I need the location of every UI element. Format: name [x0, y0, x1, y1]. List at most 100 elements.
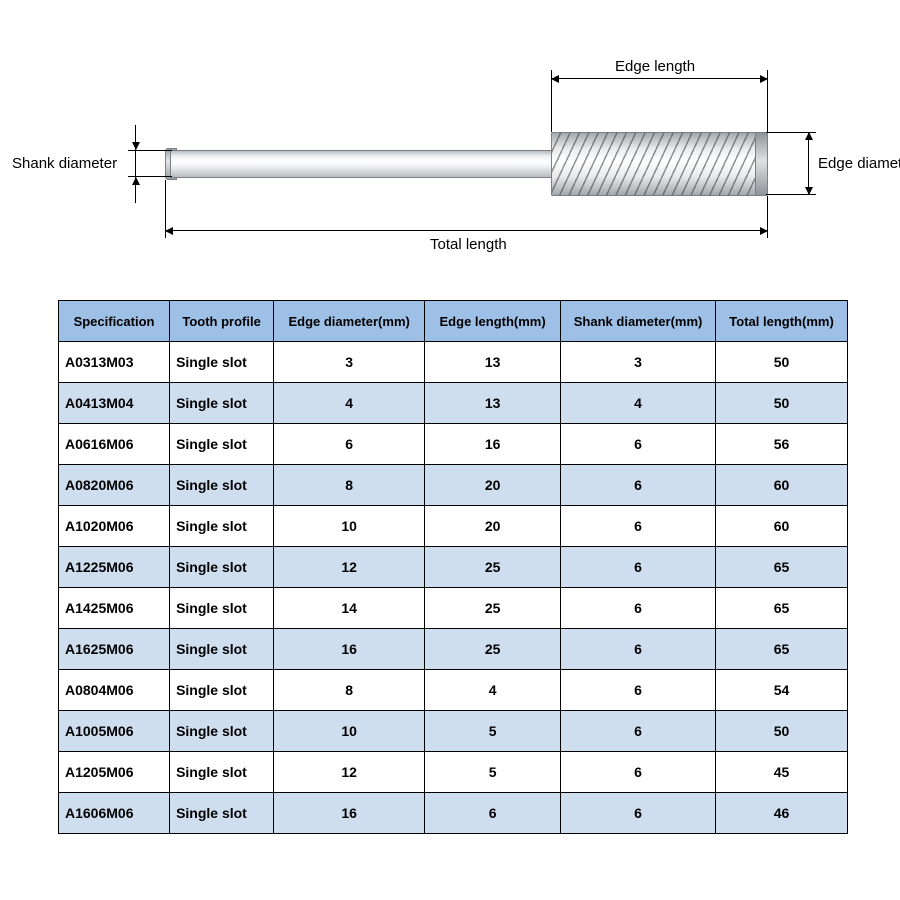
arrow-icon	[805, 132, 813, 140]
table-cell: 5	[425, 711, 561, 752]
table-cell: 16	[425, 424, 561, 465]
table-header-cell: Total length(mm)	[716, 301, 848, 342]
table-cell: 20	[425, 465, 561, 506]
table-cell: A1020M06	[59, 506, 170, 547]
table-cell: Single slot	[170, 465, 274, 506]
table-cell: 3	[274, 342, 425, 383]
table-cell: 12	[274, 547, 425, 588]
table-cell: 65	[716, 588, 848, 629]
table-cell: 4	[425, 670, 561, 711]
table-cell: Single slot	[170, 793, 274, 834]
arrow-icon	[165, 227, 173, 235]
table-cell: 6	[561, 670, 716, 711]
table-cell: 6	[561, 711, 716, 752]
table-cell: 50	[716, 711, 848, 752]
dim-line-edge-length	[551, 78, 768, 79]
dim-line-edge-dia	[808, 132, 809, 195]
table-row: A1425M06Single slot1425665	[59, 588, 848, 629]
table-cell: 25	[425, 547, 561, 588]
table-row: A0413M04Single slot413450	[59, 383, 848, 424]
table-row: A1606M06Single slot166646	[59, 793, 848, 834]
table-row: A0804M06Single slot84654	[59, 670, 848, 711]
table-cell: 8	[274, 670, 425, 711]
table-cell: 25	[425, 588, 561, 629]
shank-body	[170, 150, 552, 178]
table-cell: A0413M04	[59, 383, 170, 424]
arrow-icon	[132, 177, 140, 185]
table-cell: 16	[274, 629, 425, 670]
table-cell: 60	[716, 465, 848, 506]
table-header-cell: Edge length(mm)	[425, 301, 561, 342]
table-cell: Single slot	[170, 383, 274, 424]
table-header-cell: Specification	[59, 301, 170, 342]
table-cell: A0820M06	[59, 465, 170, 506]
table-cell: 25	[425, 629, 561, 670]
table-row: A1225M06Single slot1225665	[59, 547, 848, 588]
cutting-head	[551, 132, 768, 196]
table-header-cell: Tooth profile	[170, 301, 274, 342]
table-cell: A1205M06	[59, 752, 170, 793]
table-cell: 5	[425, 752, 561, 793]
dim-line-shank-dia	[135, 125, 136, 203]
dim-line-total-length	[165, 230, 768, 231]
table-cell: 10	[274, 506, 425, 547]
table-cell: 6	[561, 752, 716, 793]
arrow-icon	[551, 75, 559, 83]
table-header-row: SpecificationTooth profileEdge diameter(…	[59, 301, 848, 342]
label-total-length: Total length	[430, 236, 507, 253]
arrow-icon	[805, 187, 813, 195]
table-cell: Single slot	[170, 588, 274, 629]
table-cell: 6	[561, 629, 716, 670]
table-cell: A1606M06	[59, 793, 170, 834]
table-cell: 6	[561, 588, 716, 629]
table-row: A0616M06Single slot616656	[59, 424, 848, 465]
table-cell: 65	[716, 547, 848, 588]
table-header-cell: Shank diameter(mm)	[561, 301, 716, 342]
table-cell: 3	[561, 342, 716, 383]
table-header-cell: Edge diameter(mm)	[274, 301, 425, 342]
table-cell: 6	[425, 793, 561, 834]
table-cell: 46	[716, 793, 848, 834]
label-shank-diameter: Shank diameter	[12, 155, 117, 172]
table-cell: A0616M06	[59, 424, 170, 465]
table-cell: 54	[716, 670, 848, 711]
table-cell: 6	[561, 424, 716, 465]
table-cell: Single slot	[170, 342, 274, 383]
table-cell: 65	[716, 629, 848, 670]
table-cell: 50	[716, 383, 848, 424]
table-cell: Single slot	[170, 670, 274, 711]
table-row: A1005M06Single slot105650	[59, 711, 848, 752]
table-row: A1020M06Single slot1020660	[59, 506, 848, 547]
table-cell: 14	[274, 588, 425, 629]
table-cell: Single slot	[170, 629, 274, 670]
table-cell: 6	[561, 506, 716, 547]
table-cell: A0804M06	[59, 670, 170, 711]
table-cell: 60	[716, 506, 848, 547]
arrow-icon	[760, 75, 768, 83]
specification-table: SpecificationTooth profileEdge diameter(…	[58, 300, 848, 834]
table-cell: 56	[716, 424, 848, 465]
arrow-icon	[760, 227, 768, 235]
table-cell: 4	[274, 383, 425, 424]
table-cell: Single slot	[170, 752, 274, 793]
table-cell: 12	[274, 752, 425, 793]
table-cell: Single slot	[170, 506, 274, 547]
table-cell: 13	[425, 342, 561, 383]
table-cell: A1225M06	[59, 547, 170, 588]
table-cell: A1005M06	[59, 711, 170, 752]
table-row: A1625M06Single slot1625665	[59, 629, 848, 670]
table-cell: 13	[425, 383, 561, 424]
table-cell: 8	[274, 465, 425, 506]
table-cell: 20	[425, 506, 561, 547]
table-cell: A0313M03	[59, 342, 170, 383]
table-cell: 6	[561, 465, 716, 506]
table-cell: A1625M06	[59, 629, 170, 670]
table-row: A0313M03Single slot313350	[59, 342, 848, 383]
label-edge-diameter: Edge diameter	[818, 155, 900, 172]
table-cell: 6	[561, 547, 716, 588]
table-cell: 6	[561, 793, 716, 834]
table-cell: 6	[274, 424, 425, 465]
table-cell: Single slot	[170, 424, 274, 465]
table-row: A1205M06Single slot125645	[59, 752, 848, 793]
arrow-icon	[132, 142, 140, 150]
